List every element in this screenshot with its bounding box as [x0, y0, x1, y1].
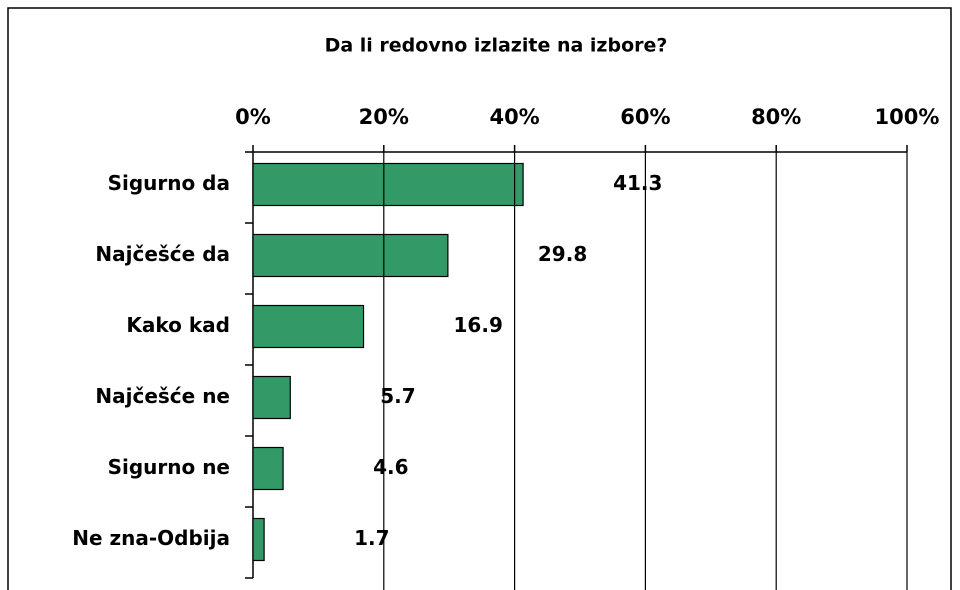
- chart-title: Da li redovno izlazite na izbore?: [325, 35, 668, 57]
- category-label: Ne zna-Odbija: [72, 526, 230, 550]
- bar: [252, 233, 449, 278]
- value-label: 5.7: [380, 384, 415, 408]
- bar: [252, 446, 284, 491]
- bar: [252, 375, 291, 420]
- bar: [252, 517, 265, 562]
- chart-frame: [7, 7, 952, 590]
- x-tick-label: 0%: [235, 105, 271, 129]
- x-tick-label: 80%: [751, 105, 801, 129]
- category-label: Sigurno da: [108, 171, 230, 195]
- value-label: 4.6: [373, 455, 408, 479]
- x-tick-label: 40%: [489, 105, 539, 129]
- x-tick-label: 20%: [359, 105, 409, 129]
- x-tick-label: 100%: [875, 105, 940, 129]
- category-label: Kako kad: [126, 313, 230, 337]
- value-label: 41.3: [613, 171, 662, 195]
- value-label: 16.9: [454, 313, 503, 337]
- x-tick-label: 60%: [620, 105, 670, 129]
- category-label: Najčešće da: [95, 242, 230, 266]
- category-label: Najčešće ne: [95, 384, 230, 408]
- value-label: 29.8: [538, 242, 587, 266]
- category-label: Sigurno ne: [108, 455, 230, 479]
- bar: [252, 304, 365, 349]
- bar: [252, 162, 524, 207]
